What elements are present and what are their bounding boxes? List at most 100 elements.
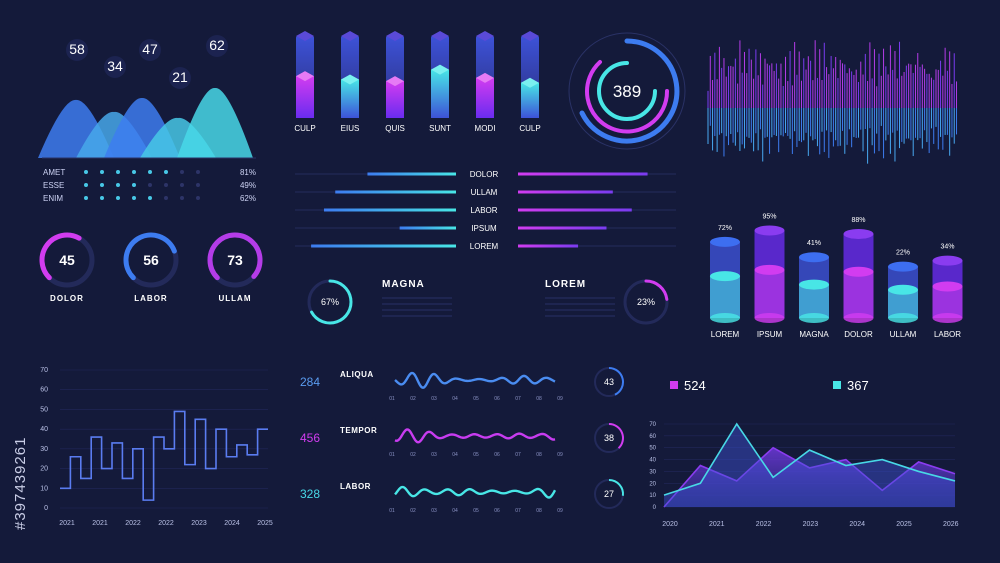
wave-x-tick: 01	[389, 396, 395, 402]
capsule-bar-chart: CULP EIUS QUIS SUNT MODI CULP	[294, 31, 541, 133]
hbar-right	[518, 244, 579, 248]
wave-ring-value: 27	[604, 489, 614, 499]
dot-cell	[196, 183, 200, 187]
cylinder-percent: 95%	[762, 213, 776, 220]
area-y-tick: 50	[649, 446, 656, 452]
legend-label-524: 524	[684, 378, 706, 393]
capsule-fill-top	[521, 77, 539, 88]
dot-cell	[116, 170, 120, 174]
hbar-right	[518, 226, 607, 230]
capsule-fill-top	[296, 71, 314, 82]
area-x-tick: 2026	[943, 521, 959, 528]
wave-x-tick: 01	[389, 452, 395, 458]
cylinder-top	[710, 236, 740, 247]
area-y-tick: 30	[649, 469, 656, 475]
dot-cell	[148, 183, 152, 187]
dot-cell	[132, 170, 136, 174]
cylinder-fill	[799, 284, 829, 318]
peak-label-bg	[104, 56, 126, 78]
wave-x-tick: 07	[515, 508, 521, 514]
hbar-left	[335, 190, 456, 194]
area-line-chart: 524 367 0 10 20 30 40 50 60 70 2020 2021 2022 2023 2…	[649, 378, 958, 528]
hbar-left	[399, 226, 456, 230]
cylinder-percent: 22%	[896, 250, 910, 257]
peak-value: 34	[107, 58, 123, 74]
hbar-label: LOREM	[470, 242, 499, 251]
wave-value: 328	[300, 487, 320, 501]
capsule-label: MODI	[475, 124, 496, 133]
cylinder-top	[843, 228, 874, 239]
radial-center-value: 389	[613, 82, 641, 101]
dot-row-value: 81%	[240, 168, 256, 177]
wave-x-tick: 04	[452, 396, 458, 402]
step-x-tick: 2022	[125, 520, 141, 527]
dot-cell	[148, 196, 152, 200]
capsule-label: CULP	[519, 124, 540, 133]
gauge-arc	[39, 232, 82, 281]
hbar-label: IPSUM	[471, 224, 497, 233]
area-y-tick: 10	[649, 493, 656, 499]
cylinder-label: LOREM	[711, 330, 740, 339]
mountain-chart: 58 34 47 21 62 AMET 81% ESSE 49% ENIM 62%	[38, 35, 256, 203]
wave-x-tick: 09	[557, 508, 563, 514]
peak-value: 58	[69, 41, 85, 57]
area-x-tick: 2025	[896, 521, 912, 528]
dot-cell	[180, 196, 184, 200]
hbar-label: DOLOR	[470, 170, 499, 179]
legend-swatch-cyan	[833, 381, 841, 389]
dot-row-value: 62%	[240, 194, 256, 203]
gauge-arc	[123, 232, 177, 281]
gauge-label: DOLOR	[50, 294, 84, 303]
dot-matrix: AMET 81% ESSE 49% ENIM 62%	[43, 168, 256, 203]
cylinder-bottom	[710, 313, 740, 323]
dot-row-value: 49%	[240, 181, 256, 190]
capsule-label: CULP	[294, 124, 315, 133]
capsule-fill	[476, 77, 494, 118]
step-y-tick: 30	[40, 446, 48, 453]
hbar-label: ULLAM	[471, 188, 498, 197]
wave-x-tick: 09	[557, 396, 563, 402]
wave-x-tick: 02	[410, 396, 416, 402]
area-y-tick: 20	[649, 481, 656, 487]
peak-label-bg	[169, 67, 191, 89]
step-line-chart: 0 10 20 30 40 50 60 70 2021 2021 2022 2022 2023 2024 2…	[40, 367, 273, 527]
area-x-tick: 2020	[662, 521, 678, 528]
area-x-tick: 2023	[803, 521, 819, 528]
area-fill	[664, 447, 955, 507]
capsule-cap	[296, 31, 314, 41]
wave-ring-value: 43	[604, 377, 614, 387]
cylinder-bottom	[843, 313, 874, 323]
hbar-left	[323, 208, 456, 212]
wave-ring-arc	[608, 479, 624, 496]
step-x-tick: 2023	[191, 520, 207, 527]
wave-x-tick: 05	[473, 508, 479, 514]
wave-x-tick: 08	[536, 396, 542, 402]
peak-label-bg	[206, 35, 228, 57]
donut-arc	[644, 279, 669, 301]
step-y-tick: 20	[40, 466, 48, 473]
cylinder-chart: 72% LOREM 95% IPSUM 41% MAGNA 88% DOLOR 22% ULLAM…	[710, 213, 963, 339]
dot-cell	[196, 196, 200, 200]
watermark-code-text: #397439261	[12, 436, 29, 530]
cylinder-percent: 72%	[718, 225, 732, 232]
cylinder-top	[888, 261, 918, 272]
step-y-tick: 40	[40, 426, 48, 433]
cylinder-fill	[754, 269, 785, 318]
area-x-tick: 2024	[849, 521, 865, 528]
cylinder-fill	[932, 286, 963, 318]
step-y-tick: 60	[40, 387, 48, 394]
hbar-right	[518, 190, 613, 194]
dot-cell	[100, 183, 104, 187]
step-y-tick: 50	[40, 406, 48, 413]
step-x-tick: 2022	[158, 520, 174, 527]
donut-arc	[310, 279, 353, 325]
wave-x-tick: 03	[431, 452, 437, 458]
cylinder-label: IPSUM	[757, 330, 783, 339]
wave-x-tick: 05	[473, 396, 479, 402]
wave-ring-value: 38	[604, 433, 614, 443]
legend-swatch-magenta	[670, 381, 678, 389]
dot-cell	[164, 183, 168, 187]
capsule-fill-top	[386, 76, 404, 87]
area-fill	[664, 424, 955, 507]
